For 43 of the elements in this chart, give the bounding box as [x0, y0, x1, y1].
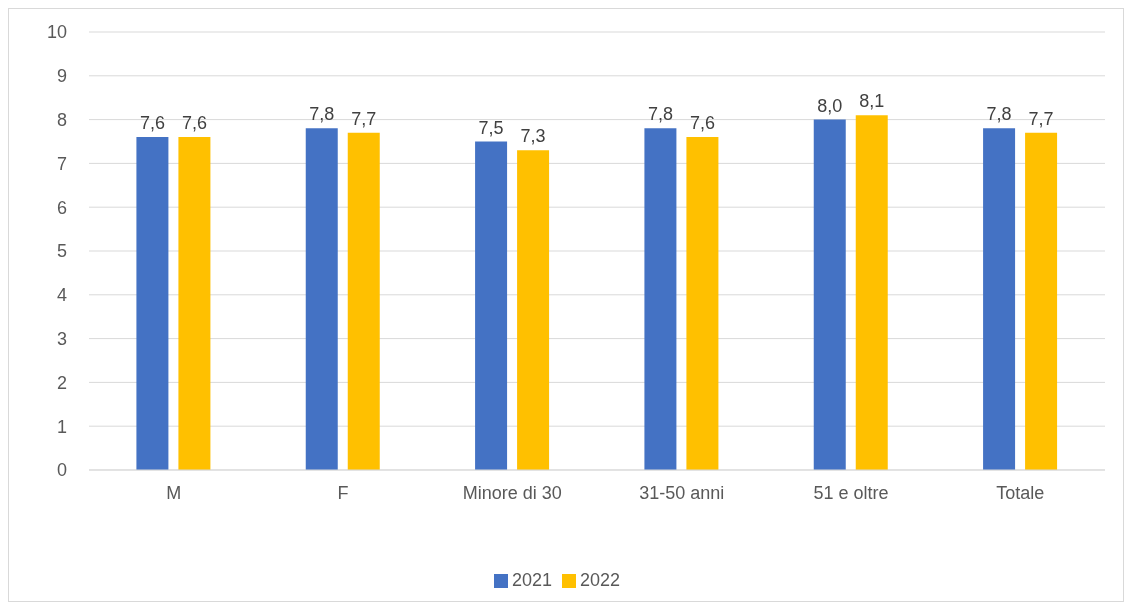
- data-label: 7,6: [689, 113, 715, 134]
- y-tick-label: 5: [56, 241, 67, 262]
- y-tick-label: 2: [56, 372, 67, 393]
- y-tick-label: 6: [56, 197, 67, 218]
- x-tick-label: M: [166, 482, 182, 503]
- bar: [136, 137, 169, 470]
- data-label: 7,3: [520, 126, 546, 147]
- data-label: 7,7: [1028, 108, 1054, 129]
- data-label: 8,0: [817, 95, 843, 116]
- y-tick-label: 8: [56, 109, 67, 130]
- x-tick-label: 51 e oltre: [813, 482, 889, 503]
- y-tick-label: 3: [56, 328, 67, 349]
- bar: [178, 137, 211, 470]
- y-tick-label: 4: [56, 285, 67, 306]
- data-label: 7,5: [478, 117, 504, 138]
- legend-label: 2022: [580, 570, 621, 590]
- y-tick-label: 9: [56, 66, 67, 87]
- bar: [1025, 132, 1058, 470]
- x-tick-label: 31-50 anni: [639, 482, 725, 503]
- bar: [813, 119, 846, 470]
- bar: [305, 128, 338, 470]
- y-tick-label: 1: [56, 416, 67, 437]
- bar: [855, 115, 888, 470]
- x-tick-label: F: [337, 482, 349, 503]
- bar: [644, 128, 677, 470]
- bar: [517, 150, 550, 470]
- data-label: 7,8: [647, 104, 673, 125]
- bar: [983, 128, 1016, 470]
- x-tick-label: Totale: [996, 482, 1045, 503]
- x-tick-label: Minore di 30: [462, 482, 562, 503]
- bar: [347, 132, 380, 470]
- data-label: 7,8: [986, 104, 1012, 125]
- y-tick-label: 0: [56, 460, 67, 481]
- bar: [475, 141, 508, 470]
- y-tick-label: 7: [56, 153, 67, 174]
- data-label: 7,6: [139, 113, 165, 134]
- data-label: 7,7: [351, 108, 377, 129]
- data-label: 7,8: [309, 104, 335, 125]
- bar: [686, 137, 719, 470]
- y-tick-label: 10: [46, 22, 67, 43]
- data-label: 8,1: [859, 91, 885, 112]
- legend-label: 2021: [511, 570, 552, 590]
- data-label: 7,6: [181, 113, 207, 134]
